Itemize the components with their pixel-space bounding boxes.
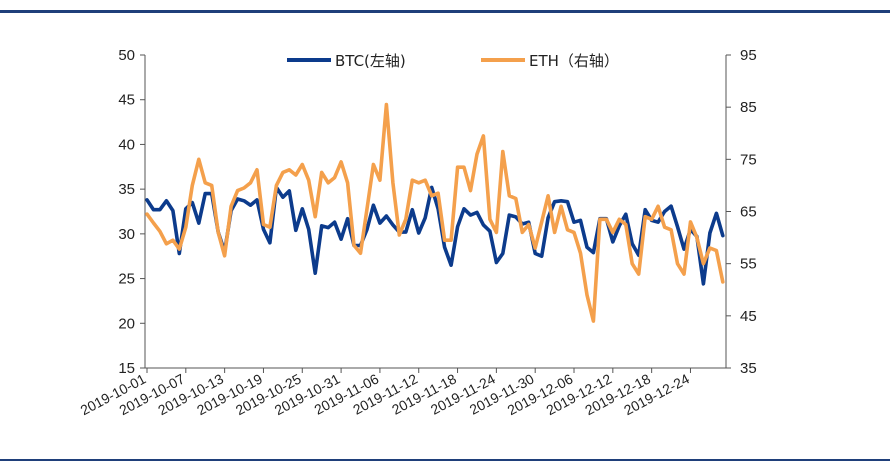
left-tick-label: 45 [118,92,135,109]
left-tick-label: 50 [118,47,135,64]
chart-legend: BTC(左轴) ETH（右轴） [287,52,619,70]
left-tick-label: 15 [118,360,135,377]
left-tick-label: 25 [118,271,135,288]
right-tick-label: 65 [740,204,757,221]
left-tick-label: 40 [118,136,135,153]
right-tick-label: 45 [740,308,757,325]
top-border-rule [0,10,890,13]
series-lines [145,102,725,323]
right-tick-label: 35 [740,360,757,377]
bottom-border-rule [0,459,890,461]
right-tick-label: 95 [740,47,757,64]
eth-series-line [145,102,725,323]
eth-legend-label: ETH（右轴） [529,52,619,70]
btc-series-line [145,185,725,286]
left-tick-label: 20 [118,315,135,332]
left-tick-label: 35 [118,181,135,198]
right-tick-label: 85 [740,99,757,116]
right-tick-label: 75 [740,151,757,168]
right-tick-label: 55 [740,256,757,273]
right-axis-ticks: 35 45 55 65 75 85 95 [726,47,757,377]
left-tick-label: 30 [118,226,135,243]
x-axis-ticks: 2019-10-012019-10-072019-10-132019-10-19… [78,368,692,418]
btc-legend-label: BTC(左轴) [335,52,406,70]
left-axis-ticks: 15 20 25 30 35 40 45 50 [118,47,145,377]
